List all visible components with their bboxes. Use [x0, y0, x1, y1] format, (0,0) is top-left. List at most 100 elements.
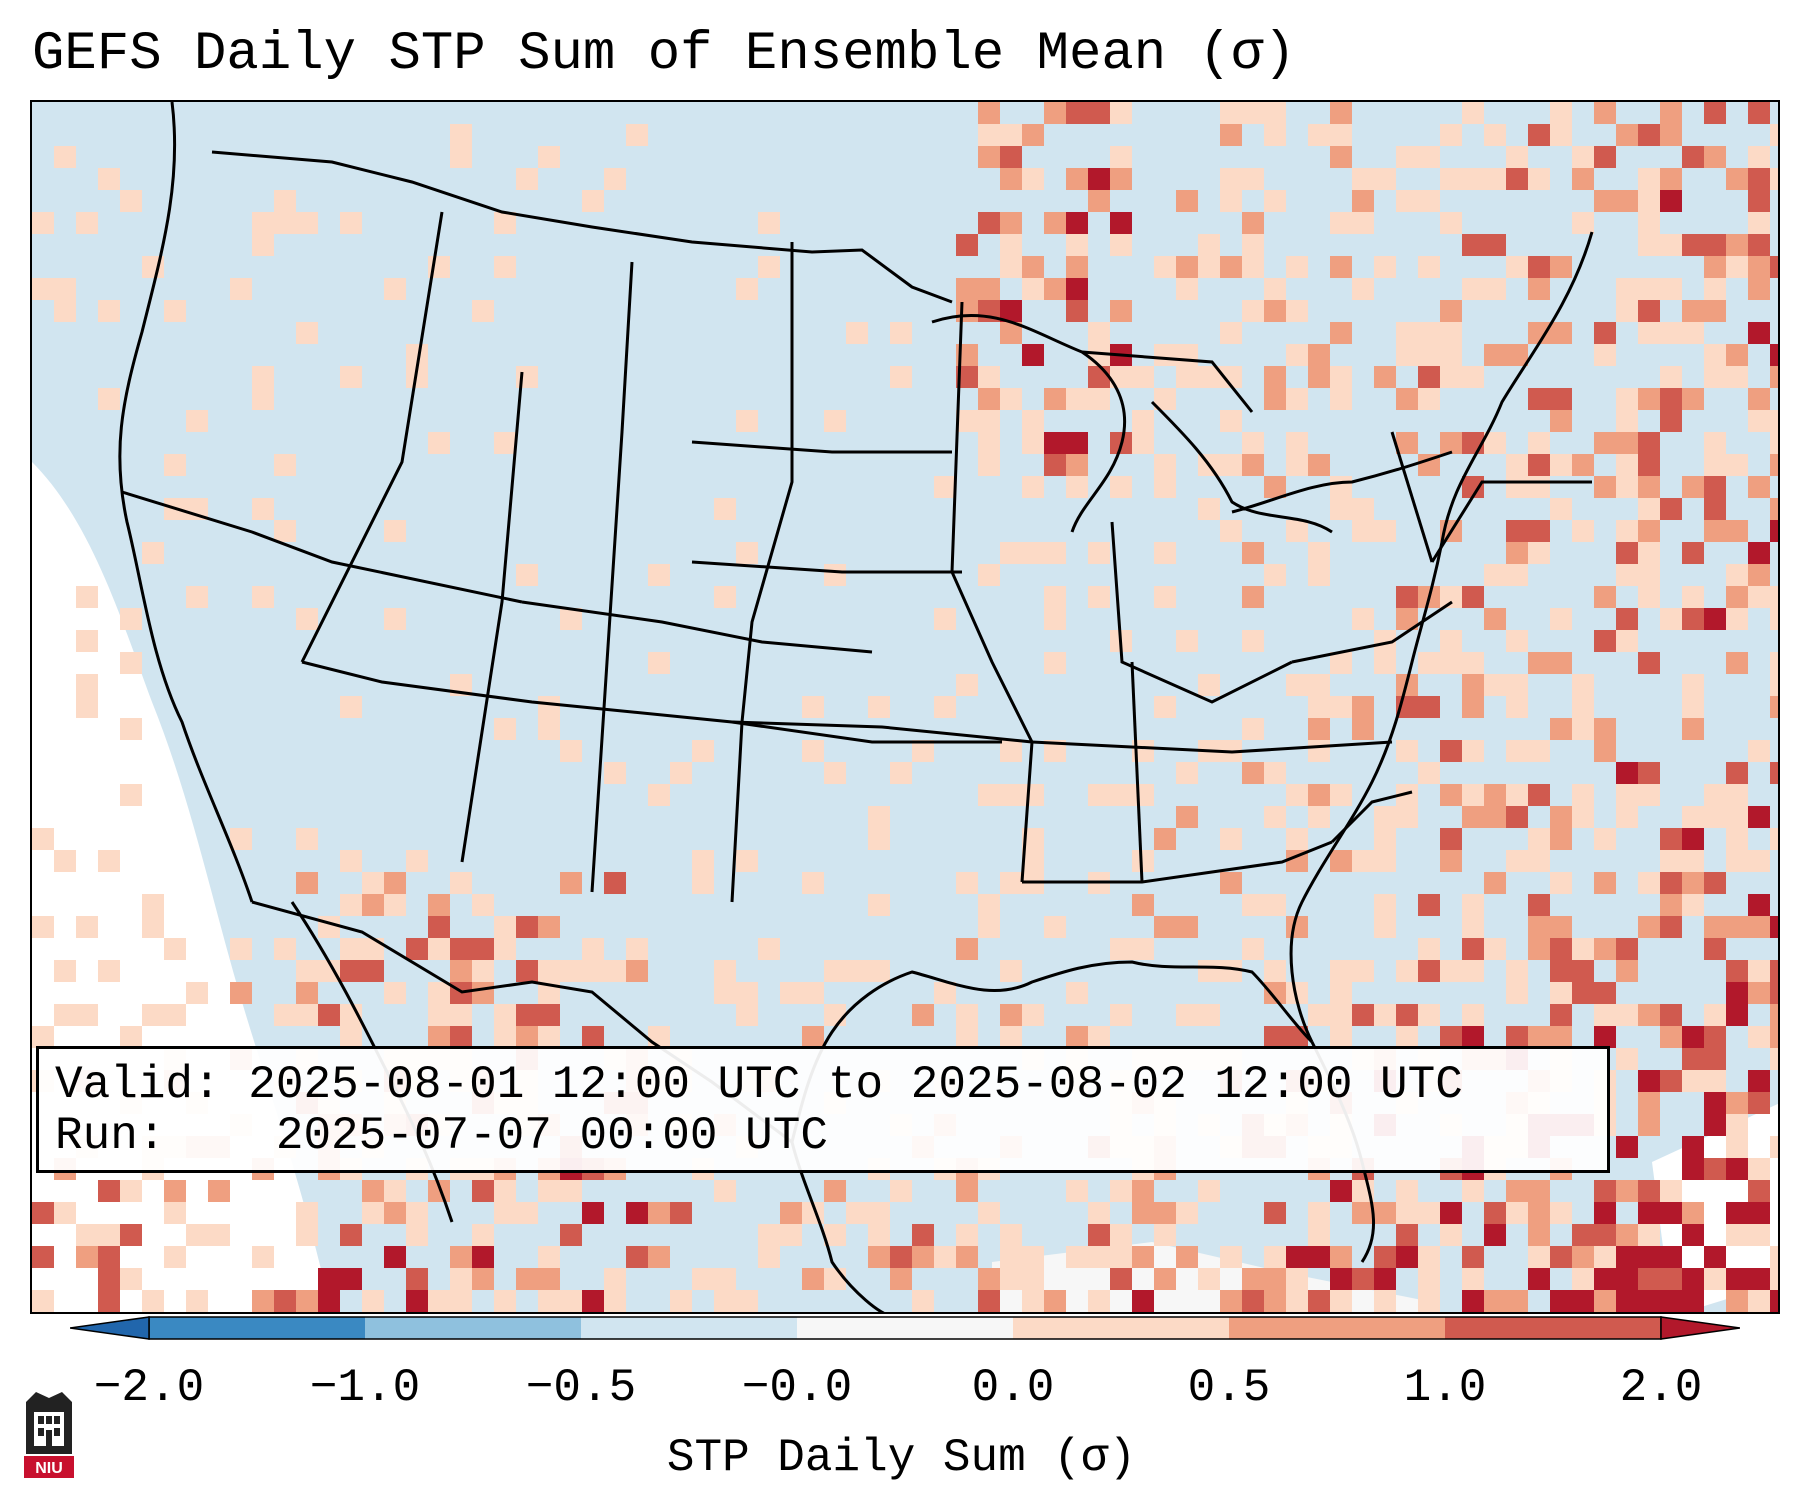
anomaly-cell: [1022, 784, 1044, 806]
anomaly-cell: [1264, 762, 1286, 784]
anomaly-cell: [1528, 828, 1550, 850]
anomaly-cell: [1594, 1224, 1616, 1246]
anomaly-cell: [1220, 1312, 1242, 1314]
anomaly-cell: [516, 366, 538, 388]
anomaly-cell: [1770, 498, 1778, 520]
anomaly-cell: [538, 146, 560, 168]
anomaly-cell: [98, 1246, 120, 1268]
anomaly-cell: [340, 1026, 362, 1048]
anomaly-cell: [1330, 256, 1352, 278]
anomaly-cell: [934, 608, 956, 630]
anomaly-cell: [428, 1026, 450, 1048]
anomaly-cell: [1220, 960, 1242, 982]
anomaly-cell: [1044, 102, 1066, 124]
anomaly-cell: [208, 1180, 230, 1202]
anomaly-cell: [472, 960, 494, 982]
anomaly-cell: [1660, 1290, 1682, 1312]
great-lakes-outline: [931, 313, 1453, 534]
anomaly-cell: [1110, 366, 1132, 388]
anomaly-cell: [758, 1246, 780, 1268]
anomaly-cell: [1264, 278, 1286, 300]
anomaly-cell: [1506, 784, 1528, 806]
anomaly-cell: [1616, 476, 1638, 498]
anomaly-cell: [1704, 476, 1726, 498]
anomaly-cell: [1616, 190, 1638, 212]
anomaly-cell: [1396, 740, 1418, 762]
anomaly-cell: [1770, 168, 1778, 190]
anomaly-cell: [1726, 1158, 1748, 1180]
anomaly-cell: [1000, 256, 1022, 278]
run-line: Run: 2025-07-07 00:00 UTC: [55, 1109, 828, 1163]
anomaly-cell: [142, 894, 164, 916]
anomaly-cell: [1418, 1004, 1440, 1026]
anomaly-cell: [1264, 960, 1286, 982]
anomaly-cell: [1726, 454, 1748, 476]
anomaly-cell: [318, 1268, 340, 1290]
anomaly-cell: [274, 520, 296, 542]
anomaly-cell: [1572, 1224, 1594, 1246]
anomaly-cell: [604, 1268, 626, 1290]
anomaly-cell: [1550, 322, 1572, 344]
anomaly-cell: [1638, 652, 1660, 674]
anomaly-cell: [1396, 784, 1418, 806]
anomaly-cell: [780, 1224, 802, 1246]
anomaly-cell: [1506, 168, 1528, 190]
anomaly-cell: [1594, 1180, 1616, 1202]
anomaly-cell: [318, 916, 340, 938]
anomaly-cell: [1176, 806, 1198, 828]
anomaly-cell: [450, 960, 472, 982]
anomaly-cell: [1286, 850, 1308, 872]
anomaly-cell: [1682, 586, 1704, 608]
anomaly-cell: [472, 938, 494, 960]
anomaly-cell: [1638, 1246, 1660, 1268]
anomaly-cell: [450, 1312, 472, 1314]
anomaly-cell: [956, 1004, 978, 1026]
anomaly-cell: [1462, 784, 1484, 806]
anomaly-cell: [1462, 1246, 1484, 1268]
anomaly-cell: [1418, 762, 1440, 784]
anomaly-cell: [472, 894, 494, 916]
state-line-14: [1031, 740, 1393, 754]
anomaly-cell: [538, 916, 560, 938]
anomaly-cell: [1242, 938, 1264, 960]
anomaly-cell: [1022, 828, 1044, 850]
anomaly-cell: [1594, 322, 1616, 344]
anomaly-cell: [1572, 1312, 1594, 1314]
anomaly-cell: [1132, 1290, 1154, 1312]
anomaly-cell: [780, 1312, 802, 1314]
anomaly-cell: [1066, 1180, 1088, 1202]
anomaly-cell: [1440, 322, 1462, 344]
anomaly-cell: [1726, 1202, 1748, 1224]
anomaly-cell: [1462, 168, 1484, 190]
anomaly-cell: [1726, 1224, 1748, 1246]
anomaly-cell: [1528, 652, 1550, 674]
anomaly-cell: [1088, 168, 1110, 190]
anomaly-cell: [1550, 256, 1572, 278]
anomaly-cell: [1704, 300, 1726, 322]
anomaly-cell: [1616, 762, 1638, 784]
anomaly-cell: [956, 1224, 978, 1246]
anomaly-cell: [1308, 1004, 1330, 1026]
gulf-coast: [790, 960, 1314, 1143]
anomaly-cell: [1484, 432, 1506, 454]
anomaly-cell: [1528, 1246, 1550, 1268]
anomaly-cell: [1440, 1312, 1462, 1314]
anomaly-cell: [76, 586, 98, 608]
anomaly-cell: [1550, 652, 1572, 674]
anomaly-cell: [1572, 520, 1594, 542]
anomaly-cell: [1418, 1246, 1440, 1268]
anomaly-cell: [1660, 916, 1682, 938]
anomaly-cell: [340, 1224, 362, 1246]
anomaly-cell: [1704, 1004, 1726, 1026]
anomaly-cell: [120, 718, 142, 740]
anomaly-cell: [32, 1026, 54, 1048]
anomaly-cell: [1374, 916, 1396, 938]
anomaly-cell: [1484, 872, 1506, 894]
anomaly-cell: [1132, 1202, 1154, 1224]
anomaly-cell: [1528, 124, 1550, 146]
anomaly-cell: [1330, 498, 1352, 520]
anomaly-cell: [802, 696, 824, 718]
anomaly-cell: [406, 1202, 428, 1224]
anomaly-cell: [1594, 828, 1616, 850]
anomaly-cell: [1506, 740, 1528, 762]
